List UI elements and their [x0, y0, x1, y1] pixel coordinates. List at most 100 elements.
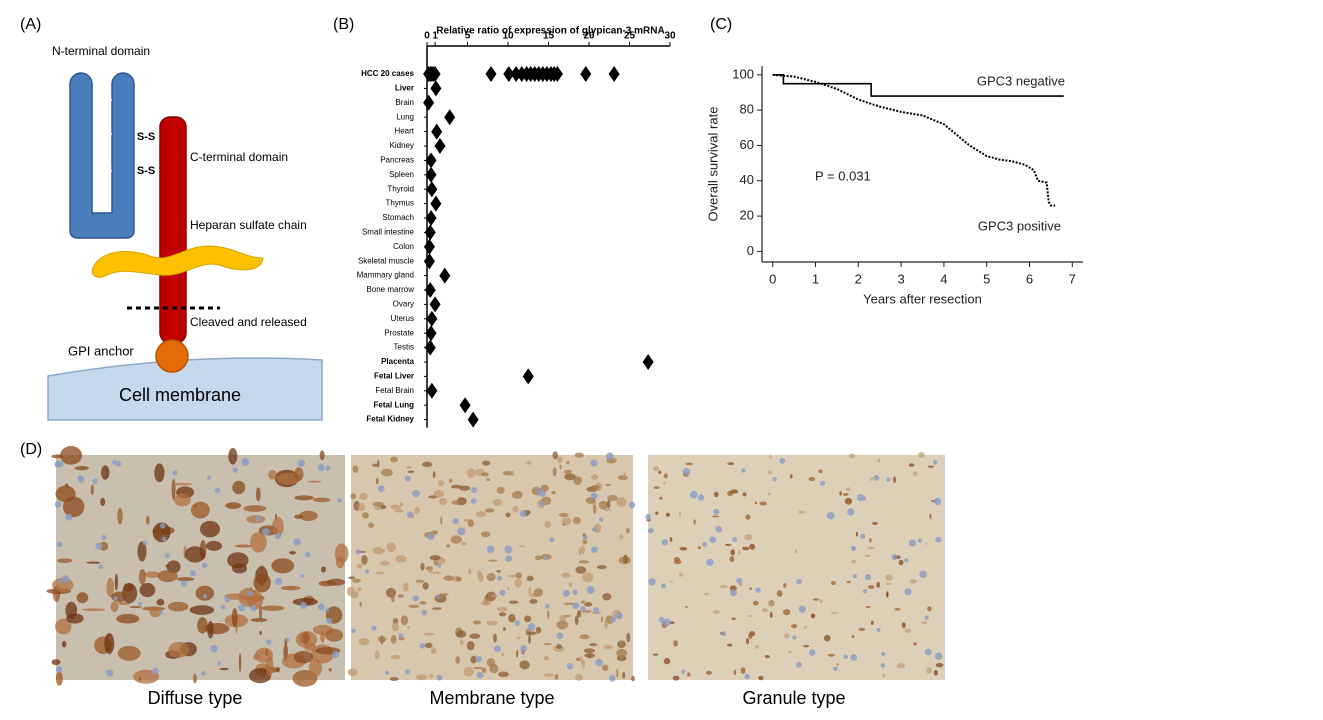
- stain: [926, 667, 932, 674]
- nucleus: [297, 459, 306, 467]
- stain: [416, 674, 428, 681]
- stain: [238, 652, 242, 673]
- nucleus: [61, 575, 70, 583]
- stain: [544, 521, 551, 529]
- stain: [623, 554, 628, 564]
- category-label: Thyroid: [387, 184, 414, 193]
- stain: [583, 540, 588, 544]
- stain: [321, 566, 326, 573]
- stain: [166, 560, 181, 574]
- stain: [86, 561, 101, 564]
- nucleus: [586, 586, 595, 595]
- stain: [685, 605, 688, 608]
- nucleus: [220, 604, 226, 610]
- stain: [913, 642, 918, 646]
- stain: [543, 643, 553, 646]
- x-tick-label: 1: [812, 271, 819, 286]
- stain: [485, 508, 495, 513]
- nucleus: [876, 627, 881, 632]
- nucleus: [457, 527, 466, 536]
- stain: [406, 466, 412, 469]
- diamond: [425, 152, 437, 169]
- stain: [431, 571, 441, 575]
- stain: [559, 464, 562, 470]
- diamond: [434, 138, 446, 154]
- label: GPI anchor: [68, 343, 134, 358]
- stain: [429, 673, 434, 679]
- stain: [496, 606, 508, 612]
- nucleus: [697, 494, 705, 501]
- nucleus: [682, 467, 691, 476]
- stain: [512, 505, 519, 513]
- nucleus: [820, 480, 826, 486]
- stain: [802, 644, 810, 648]
- category-label: Fetal Liver: [374, 372, 414, 381]
- nucleus: [852, 574, 857, 579]
- nucleus: [324, 608, 330, 613]
- stain: [450, 484, 462, 489]
- stain: [865, 605, 871, 608]
- nucleus: [520, 644, 527, 652]
- stain: [276, 666, 280, 673]
- diamond: [430, 80, 442, 97]
- nucleus: [755, 587, 761, 593]
- stain: [576, 610, 582, 618]
- stain: [402, 582, 409, 592]
- nucleus: [850, 654, 858, 661]
- nucleus: [709, 536, 717, 543]
- stain: [446, 544, 451, 548]
- stain: [604, 619, 608, 629]
- stain: [468, 568, 472, 575]
- nucleus: [543, 555, 548, 561]
- label: Cleaved and released: [190, 315, 307, 329]
- nucleus: [274, 533, 282, 540]
- stain: [82, 608, 106, 612]
- category-label: Uterus: [390, 314, 414, 323]
- nucleus: [566, 662, 574, 670]
- nucleus: [56, 460, 64, 468]
- stain: [469, 633, 481, 639]
- stain: [455, 656, 461, 665]
- diamond: [429, 296, 441, 313]
- stain: [819, 599, 823, 604]
- stain: [357, 587, 362, 592]
- stain: [358, 503, 366, 512]
- stain: [658, 496, 663, 500]
- stain: [622, 671, 626, 679]
- stain: [556, 620, 569, 630]
- stain: [481, 531, 491, 538]
- stain: [408, 604, 420, 609]
- nucleus: [325, 465, 331, 471]
- stain: [543, 655, 550, 661]
- stain: [742, 546, 750, 551]
- nucleus: [412, 489, 420, 498]
- nucleus: [873, 474, 880, 481]
- nucleus: [285, 637, 290, 642]
- y-tick-label: 20: [740, 208, 754, 223]
- stain: [193, 673, 197, 684]
- stain: [372, 547, 384, 555]
- nucleus: [419, 642, 426, 649]
- stain: [74, 466, 89, 471]
- nucleus: [499, 589, 506, 596]
- nucleus: [471, 486, 478, 494]
- nucleus: [105, 669, 114, 677]
- diamond: [467, 411, 479, 428]
- stain: [563, 614, 571, 618]
- x-tick-label: 1: [432, 31, 438, 42]
- x-tick-label: 4: [940, 271, 947, 286]
- stain: [261, 605, 285, 611]
- stain: [492, 498, 502, 506]
- y-tick-label: 100: [732, 66, 754, 81]
- stain: [719, 584, 728, 589]
- nucleus: [779, 457, 786, 464]
- stain: [189, 605, 215, 615]
- heparan-chain: [91, 245, 264, 278]
- caption: Membrane type: [429, 688, 554, 708]
- stain: [767, 492, 771, 496]
- category-label: Fetal Brain: [375, 386, 414, 395]
- stain: [526, 631, 537, 636]
- nucleus: [536, 487, 541, 492]
- nucleus: [514, 620, 521, 626]
